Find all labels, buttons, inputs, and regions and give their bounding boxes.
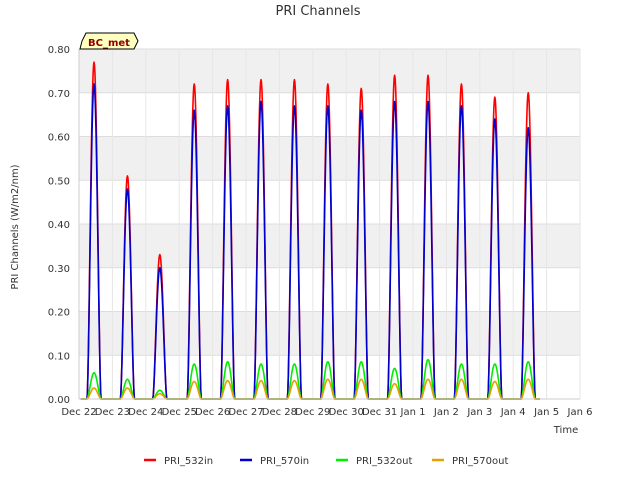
legend: PRI_532in PRI_570in PRI_532out PRI_570out [144, 456, 508, 467]
plot-band [79, 311, 580, 356]
x-tick-label: Jan 4 [500, 407, 526, 418]
y-tick-label: 0.50 [48, 176, 70, 187]
badge-box [79, 32, 139, 50]
station-badge: BC_met [79, 32, 139, 50]
y-tick-label: 0.30 [48, 264, 70, 275]
x-tick-label: Jan 6 [567, 407, 593, 418]
legend-label: PRI_532in [164, 456, 213, 467]
x-tick-label: Dec 30 [329, 407, 364, 418]
x-tick-label: Dec 28 [262, 407, 297, 418]
legend-label: PRI_570out [452, 456, 508, 467]
x-tick-label: Dec 29 [295, 407, 330, 418]
legend-label: PRI_570in [260, 456, 309, 467]
plot-band [79, 224, 580, 268]
y-tick-label: 0.70 [48, 89, 70, 100]
y-tick-label: 0.60 [48, 133, 70, 144]
x-tick-label: Dec 25 [162, 407, 197, 418]
y-tick-label: 0.00 [48, 395, 70, 406]
y-axis-label: PRI Channels (W/m2/nm) [10, 164, 21, 289]
tick-labels: 0.00 0.10 0.20 0.30 0.40 0.50 0.60 0.70 0.80 Dec … [48, 45, 593, 418]
chart-title: PRI Channels [276, 4, 361, 19]
y-tick-label: 0.40 [48, 220, 70, 231]
x-tick-label: Jan 3 [466, 407, 492, 418]
x-tick-label: Dec 27 [228, 407, 263, 418]
x-tick-label: Dec 24 [128, 407, 163, 418]
x-tick-label: Dec 31 [362, 407, 397, 418]
x-tick-label: Dec 22 [61, 407, 96, 418]
x-tick-label: Jan 2 [433, 407, 459, 418]
x-tick-label: Dec 23 [95, 407, 130, 418]
x-tick-label: Dec 26 [195, 407, 230, 418]
axes [78, 49, 580, 400]
legend-label: PRI_532out [356, 456, 412, 467]
x-axis-label: Time [553, 425, 578, 436]
y-tick-label: 0.10 [48, 351, 70, 362]
x-tick-label: Jan 1 [400, 407, 426, 418]
plot-band [79, 49, 580, 93]
badge-label: BC_met [88, 38, 130, 49]
y-tick-label: 0.20 [48, 308, 70, 319]
x-tick-label: Jan 5 [533, 407, 559, 418]
y-tick-label: 0.80 [48, 45, 70, 56]
